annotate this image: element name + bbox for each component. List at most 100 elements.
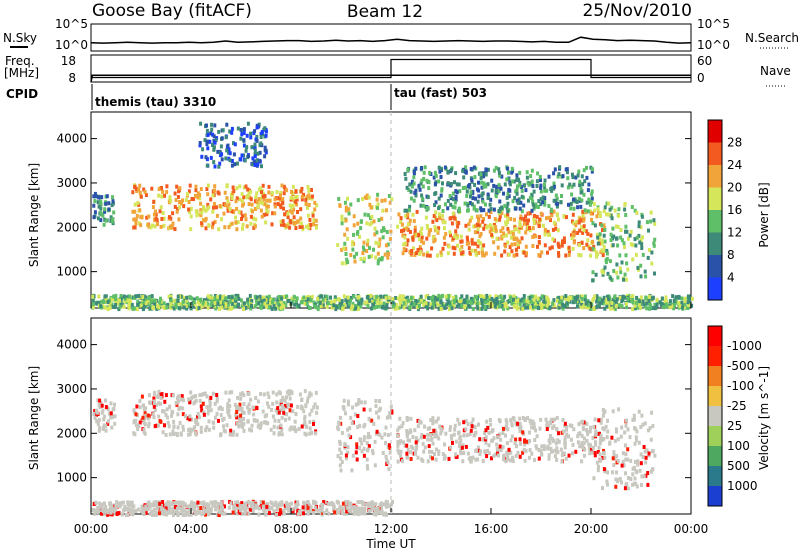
echo-cell [232, 152, 236, 157]
echo-cell [243, 509, 247, 513]
echo-cell [572, 197, 576, 202]
echo-cell [259, 305, 263, 310]
echo-cell [271, 390, 275, 395]
echo-cell [452, 432, 456, 437]
echo-cell [149, 401, 152, 405]
echo-cell [303, 502, 307, 507]
echo-cell [211, 132, 215, 137]
echo-cell [495, 442, 499, 447]
echo-cell [347, 211, 351, 216]
echo-cell [444, 431, 448, 436]
echo-cell [449, 434, 453, 439]
echo-cell [521, 430, 525, 435]
echo-cell [295, 197, 299, 202]
echo-cell [322, 511, 326, 515]
echo-cell [341, 306, 345, 311]
echo-cell [420, 235, 424, 240]
echo-cell [378, 399, 381, 404]
echo-cell [640, 214, 644, 219]
echo-cell [556, 174, 560, 179]
echo-cell [507, 177, 511, 182]
echo-cell [114, 299, 118, 304]
echo-cell [412, 169, 416, 174]
echo-cell [246, 405, 249, 410]
echo-cell [140, 507, 144, 511]
echo-cell [297, 303, 301, 308]
echo-cell [584, 229, 588, 234]
echo-cell [145, 215, 149, 220]
echo-cell [366, 435, 370, 440]
echo-cell [623, 202, 627, 207]
echo-cell [477, 180, 480, 185]
echo-cell [458, 189, 462, 194]
echo-cell [242, 153, 246, 158]
echo-cell [602, 451, 605, 456]
echo-cell [192, 304, 196, 309]
echo-cell [426, 459, 430, 464]
echo-cell [240, 511, 244, 516]
echo-cell [187, 189, 191, 194]
echo-cell [528, 226, 531, 230]
echo-cell [365, 193, 369, 198]
echo-cell [515, 178, 519, 183]
echo-cell [409, 450, 413, 455]
echo-cell [519, 425, 523, 430]
echo-cell [404, 248, 408, 253]
echo-cell [557, 439, 561, 444]
echo-cell [563, 423, 567, 428]
echo-cell [365, 249, 369, 253]
echo-cell [427, 296, 431, 301]
echo-cell [535, 434, 539, 439]
echo-cell [507, 252, 511, 257]
echo-cell [610, 205, 614, 210]
echo-cell [545, 427, 549, 431]
echo-cell [534, 294, 537, 299]
echo-cell [593, 223, 597, 228]
echo-cell [346, 295, 350, 300]
echo-cell [263, 414, 267, 419]
echo-cell [529, 421, 533, 426]
echo-cell [500, 253, 504, 258]
echo-cell [677, 300, 681, 305]
echo-cell [374, 240, 378, 245]
echo-cell [354, 402, 358, 407]
echo-cell [415, 251, 419, 255]
echo-cell [581, 182, 585, 187]
echo-cell [598, 214, 602, 219]
echo-cell [453, 427, 457, 432]
echo-cell [189, 428, 193, 433]
echo-cell [510, 301, 514, 306]
echo-cell [512, 416, 516, 421]
echo-cell [259, 208, 263, 213]
echo-cell [457, 431, 460, 436]
echo-cell [506, 166, 510, 171]
echo-cell [382, 294, 386, 299]
echo-cell [144, 510, 148, 515]
echo-cell [237, 197, 241, 202]
echo-cell [236, 220, 240, 225]
echo-cell [599, 420, 603, 425]
echo-cell [247, 154, 250, 158]
echo-cell [137, 187, 141, 192]
echo-cell [152, 396, 156, 401]
echo-cell [357, 510, 361, 515]
echo-cell [429, 433, 433, 438]
echo-cell [508, 450, 512, 455]
echo-cell [428, 253, 432, 258]
echo-cell [210, 299, 214, 304]
echo-cell [215, 298, 219, 303]
echo-cell [607, 297, 610, 302]
echo-cell [517, 229, 521, 234]
echo-cell [132, 217, 136, 222]
echo-cell [188, 417, 192, 422]
echo-cell [556, 217, 560, 222]
echo-cell [126, 513, 130, 517]
echo-cell [400, 424, 404, 429]
echo-cell [289, 195, 293, 200]
echo-cell [178, 301, 182, 306]
echo-cell [648, 426, 652, 431]
echo-cell [638, 299, 641, 304]
echo-cell [104, 201, 108, 206]
echo-cell [161, 304, 165, 309]
